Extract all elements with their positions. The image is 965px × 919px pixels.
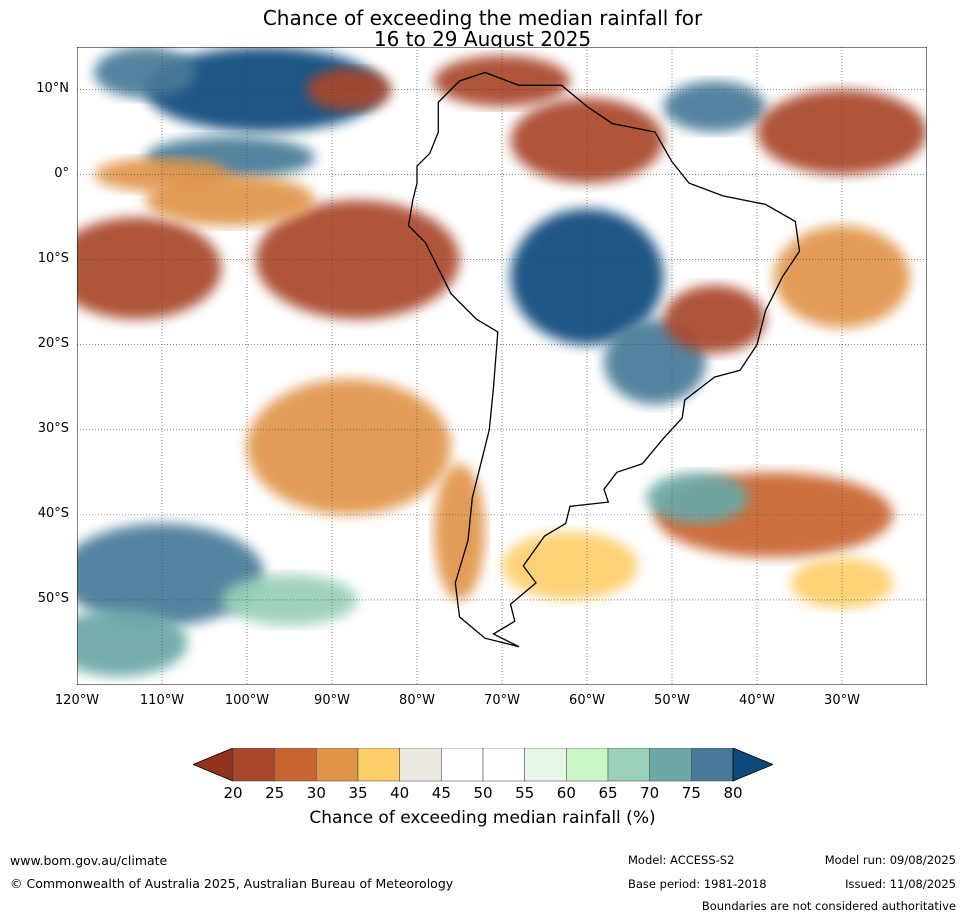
model-name: Model: ACCESS-S2 [628,853,735,867]
longitude-label: 30°W [824,693,860,708]
colorbar-tick-label: 60 [556,784,576,802]
probability-region-22 [77,523,264,626]
colorbar-segment [274,748,317,782]
latitude-label: 10°N [36,80,69,96]
latitude-label: 30°S [37,420,69,436]
colorbar-tick-label: 75 [681,784,701,802]
probability-region-3 [94,47,196,99]
probability-region-15 [663,285,766,354]
longitude-label: 40°W [739,693,775,708]
colorbar-tick-label: 70 [640,784,660,802]
colorbar-tick-label: 55 [515,784,535,802]
latitude-label: 20°S [37,335,69,351]
probability-region-25 [791,557,893,609]
model-run-date: Model run: 09/08/2025 [824,853,956,867]
latitude-label: 0° [54,165,69,181]
probability-regions [77,47,927,677]
probability-region-23 [77,608,188,677]
colorbar [193,748,773,782]
longitude-label: 90°W [314,693,350,708]
colorbar-segment [691,748,734,782]
probability-region-21 [646,472,749,524]
longitude-label: 60°W [569,693,605,708]
colorbar-segment [232,748,275,782]
colorbar-segment [482,748,525,782]
colorbar-tick-label: 30 [306,784,326,802]
colorbar-tick-label: 65 [598,784,618,802]
probability-region-1 [145,47,383,133]
probability-region-13 [510,208,664,345]
colorbar-over-arrow [732,748,773,782]
graticule [77,47,927,685]
latitude-label: 40°S [37,505,69,521]
colorbar-segment [649,748,692,782]
probability-region-4 [306,68,392,111]
probability-region-18 [434,463,485,600]
map-title-line-1: Chance of exceeding the median rainfall … [262,6,703,30]
colorbar-segment [316,748,359,782]
probability-region-5 [434,55,570,107]
probability-region-7 [663,81,766,133]
rainfall-probability-map [77,47,927,685]
colorbar-tick-label: 50 [473,784,493,802]
colorbar-tick-label: 25 [265,784,285,802]
boundaries-disclaimer: Boundaries are not considered authoritat… [701,899,956,913]
probability-region-24 [221,574,358,626]
colorbar-under-arrow [193,748,234,782]
longitude-label: 80°W [399,693,435,708]
colorbar-segment [607,748,650,782]
latitude-label: 10°S [37,250,69,266]
base-period: Base period: 1981-2018 [628,877,767,891]
website-link[interactable]: www.bom.gov.au/climate [10,853,168,868]
latitude-label: 50°S [37,590,69,606]
colorbar-segment [399,748,442,782]
probability-region-16 [774,225,910,328]
colorbar-segment [441,748,484,782]
longitude-label: 50°W [654,693,690,708]
colorbar-tick-label: 40 [390,784,410,802]
longitude-label: 120°W [54,693,100,708]
colorbar-segment [357,748,400,782]
probability-region-12 [94,157,230,192]
probability-region-10 [255,200,460,320]
probability-region-9 [77,217,222,320]
longitude-label: 100°W [224,693,270,708]
colorbar-segment [566,748,609,782]
colorbar-tick-label: 20 [223,784,243,802]
south-america-coastline [407,71,801,648]
colorbar-tick-label: 80 [723,784,743,802]
longitude-label: 70°W [484,693,520,708]
colorbar-segment [524,748,567,782]
colorbar-tick-label: 35 [348,784,368,802]
probability-region-17 [247,378,451,515]
probability-region-20 [502,531,638,600]
colorbar-tick-label: 45 [431,784,451,802]
issued-date: Issued: 11/08/2025 [845,877,956,891]
probability-region-8 [757,89,927,175]
longitude-label: 110°W [139,693,185,708]
colorbar-label: Chance of exceeding median rainfall (%) [309,808,656,828]
copyright-text: © Commonwealth of Australia 2025, Austra… [10,876,454,891]
